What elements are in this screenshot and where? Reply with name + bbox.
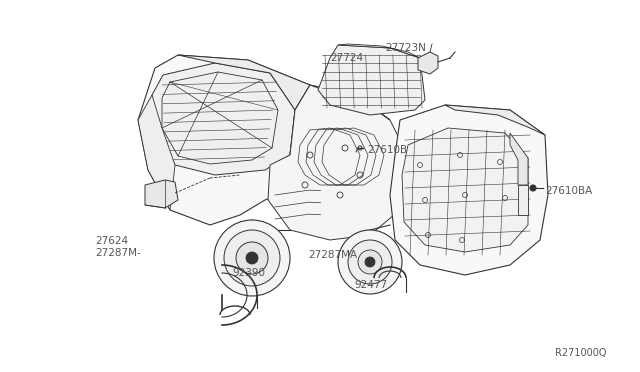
- Text: 27724: 27724: [330, 53, 363, 63]
- Polygon shape: [152, 63, 295, 175]
- Polygon shape: [318, 45, 425, 115]
- Circle shape: [358, 250, 382, 274]
- Circle shape: [348, 240, 392, 284]
- Polygon shape: [178, 55, 310, 110]
- Text: 27610B: 27610B: [367, 145, 407, 155]
- Polygon shape: [138, 55, 322, 225]
- Circle shape: [236, 242, 268, 274]
- Polygon shape: [518, 185, 528, 215]
- Polygon shape: [390, 105, 548, 275]
- Polygon shape: [445, 105, 545, 135]
- Text: 92390: 92390: [232, 268, 265, 278]
- Text: 27287M-: 27287M-: [95, 248, 141, 258]
- Polygon shape: [268, 85, 410, 240]
- Polygon shape: [418, 52, 438, 74]
- Text: 92477: 92477: [354, 280, 387, 290]
- Polygon shape: [138, 95, 175, 210]
- Circle shape: [224, 230, 280, 286]
- Circle shape: [246, 252, 258, 264]
- Circle shape: [530, 185, 536, 191]
- Text: 27624: 27624: [95, 236, 128, 246]
- Text: 27287MA: 27287MA: [308, 250, 357, 260]
- Polygon shape: [290, 85, 322, 185]
- Circle shape: [365, 257, 375, 267]
- Text: R271000Q: R271000Q: [556, 348, 607, 358]
- Text: 27610BA: 27610BA: [545, 186, 592, 196]
- Text: 27723N: 27723N: [385, 43, 426, 53]
- Polygon shape: [310, 85, 390, 120]
- Circle shape: [338, 230, 402, 294]
- Polygon shape: [510, 133, 528, 185]
- Polygon shape: [338, 44, 420, 58]
- Circle shape: [214, 220, 290, 296]
- Polygon shape: [145, 180, 178, 208]
- Polygon shape: [402, 128, 528, 252]
